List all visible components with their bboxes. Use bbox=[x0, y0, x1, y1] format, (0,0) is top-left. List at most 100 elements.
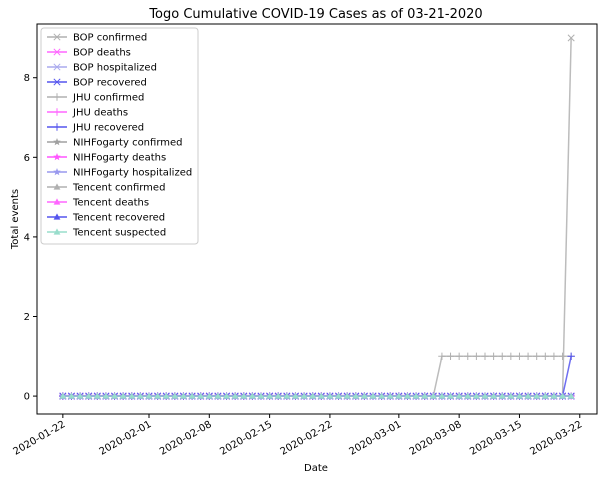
data-point bbox=[532, 352, 541, 360]
data-point bbox=[438, 392, 446, 399]
legend-entry: Tencent deaths bbox=[47, 198, 149, 209]
data-point bbox=[386, 392, 394, 399]
legend-label: Tencent deaths bbox=[72, 198, 149, 209]
x-tick-label: 2020-02-15 bbox=[218, 419, 274, 458]
data-point bbox=[489, 352, 498, 360]
x-axis: 2020-01-22 2020-02-01 2020-02-08 2020-02-15… bbox=[12, 414, 584, 458]
data-point bbox=[404, 392, 411, 399]
data-point bbox=[524, 352, 532, 360]
data-point bbox=[214, 392, 222, 399]
data-point bbox=[464, 352, 472, 360]
legend-entry: BOP hospitalized bbox=[47, 63, 157, 74]
data-point bbox=[395, 392, 403, 399]
series-tencent-suspected bbox=[59, 392, 575, 399]
data-point bbox=[541, 392, 549, 399]
legend: BOP confirmed BOP deaths BOP hospitalized B… bbox=[40, 27, 199, 245]
data-point bbox=[472, 352, 481, 360]
data-point bbox=[498, 392, 506, 399]
series-jhu-recovered bbox=[59, 352, 575, 400]
x-tick-label: 2020-03-15 bbox=[468, 419, 524, 458]
legend-marker bbox=[53, 63, 61, 71]
data-point bbox=[498, 352, 506, 360]
data-point bbox=[515, 352, 524, 360]
data-point bbox=[76, 392, 84, 399]
data-point bbox=[68, 392, 75, 399]
legend-label: Tencent confirmed bbox=[72, 183, 165, 194]
data-point bbox=[292, 392, 299, 399]
data-point bbox=[429, 392, 437, 399]
data-point bbox=[507, 392, 515, 399]
y-axis: 0 2 4 6 8 bbox=[24, 73, 37, 403]
data-point bbox=[266, 392, 274, 399]
x-tick-label: 2020-03-08 bbox=[408, 419, 464, 458]
x-axis-label: Date bbox=[304, 463, 328, 474]
legend-marker bbox=[53, 48, 61, 56]
y-tick-label: 4 bbox=[24, 232, 30, 243]
data-point bbox=[317, 392, 325, 399]
data-point bbox=[257, 392, 265, 399]
data-point bbox=[128, 392, 136, 399]
series-jhu-confirmed bbox=[59, 352, 575, 400]
data-point bbox=[283, 392, 291, 399]
chart-title: Togo Cumulative COVID-19 Cases as of 03-… bbox=[148, 7, 482, 22]
legend-label: BOP deaths bbox=[73, 48, 131, 59]
data-point bbox=[447, 392, 454, 399]
data-point bbox=[481, 392, 489, 399]
legend-entry: Tencent confirmed bbox=[47, 183, 165, 194]
data-point bbox=[171, 392, 179, 399]
legend-marker bbox=[53, 228, 61, 235]
legend-marker bbox=[53, 213, 61, 220]
legend-marker bbox=[53, 153, 61, 161]
legend-entry: Tencent recovered bbox=[47, 213, 165, 224]
x-tick-label: 2020-03-01 bbox=[348, 419, 404, 458]
legend-label: JHU confirmed bbox=[72, 93, 144, 104]
legend-entry: BOP recovered bbox=[47, 78, 147, 89]
legend-entry: JHU recovered bbox=[47, 123, 144, 134]
x-tick-label: 2020-03-22 bbox=[528, 419, 584, 458]
y-tick-label: 2 bbox=[24, 312, 30, 323]
legend-label: NIHFogarty confirmed bbox=[73, 138, 183, 149]
data-point bbox=[162, 392, 170, 399]
data-point bbox=[507, 352, 515, 360]
data-point bbox=[378, 392, 386, 399]
data-point bbox=[300, 392, 308, 399]
data-point bbox=[352, 392, 360, 399]
legend-marker bbox=[53, 93, 61, 101]
legend-marker bbox=[53, 33, 61, 41]
data-point bbox=[274, 392, 282, 399]
x-tick-label: 2020-02-08 bbox=[158, 419, 214, 458]
data-point bbox=[567, 352, 575, 360]
data-point bbox=[240, 392, 248, 399]
legend-marker bbox=[53, 78, 61, 86]
legend-label: Tencent recovered bbox=[72, 213, 165, 224]
data-point bbox=[93, 392, 101, 399]
data-point bbox=[231, 392, 239, 399]
data-point bbox=[335, 392, 342, 399]
legend-entry: BOP deaths bbox=[47, 48, 131, 59]
data-point bbox=[524, 392, 532, 399]
legend-entry: BOP confirmed bbox=[47, 33, 147, 44]
data-point bbox=[188, 392, 196, 399]
data-point bbox=[154, 392, 162, 399]
data-point bbox=[102, 392, 110, 399]
legend-entry: NIHFogarty deaths bbox=[47, 153, 166, 164]
legend-label: BOP confirmed bbox=[73, 33, 147, 44]
data-point bbox=[559, 392, 566, 399]
plot-area bbox=[59, 34, 575, 400]
data-point bbox=[111, 392, 118, 399]
data-point bbox=[85, 392, 93, 399]
legend-entry: Tencent suspected bbox=[47, 228, 166, 239]
legend-marker bbox=[53, 108, 61, 116]
legend-marker bbox=[53, 168, 61, 176]
data-point bbox=[567, 392, 575, 399]
legend-entry: JHU confirmed bbox=[47, 93, 144, 104]
legend-entry: NIHFogarty hospitalized bbox=[47, 168, 192, 179]
legend-label: JHU deaths bbox=[72, 108, 128, 119]
legend-label: BOP recovered bbox=[73, 78, 147, 89]
data-point bbox=[438, 352, 446, 360]
data-point bbox=[197, 392, 205, 399]
data-point bbox=[550, 352, 558, 360]
legend-label: Tencent suspected bbox=[72, 228, 166, 239]
legend-marker bbox=[53, 123, 61, 131]
